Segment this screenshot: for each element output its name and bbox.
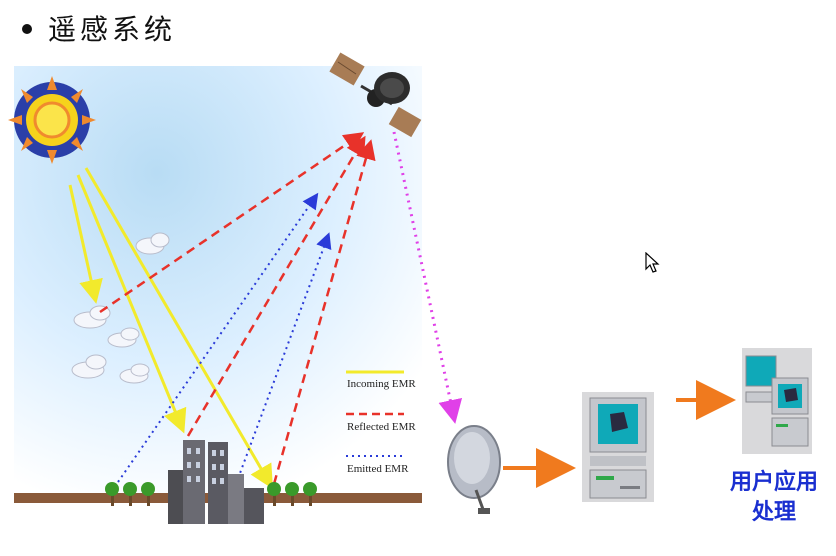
mouse-pointer-icon [645,252,660,273]
user-label-line1: 用户应用 [729,470,818,495]
slide-title-text: 遥感系统 [48,13,177,46]
slide-title: 遥感系统 [22,8,176,48]
computer-icon [582,392,654,502]
user-application-label: 用户应用 处理 [712,468,836,528]
emitted-ray [117,192,319,483]
incoming-ray [76,174,187,434]
sun-icon [8,76,96,164]
tree [141,482,155,506]
emitted-emr-rays [117,192,332,485]
reflected-emr-rays [99,132,376,485]
emitted-ray [235,232,332,485]
computer-icon-stack [742,348,812,454]
tree [105,482,119,506]
cloud [107,327,140,348]
reflected-ray [99,132,365,314]
tree [303,482,317,506]
legend-reflected: Reflected EMR [347,421,416,433]
trees-left [105,482,155,506]
cloud [71,354,107,379]
tree [267,482,281,506]
trees-right [267,482,317,506]
cloud [135,232,170,255]
legend: Incoming EMR Reflected EMR Emitted EMR [346,370,416,475]
bullet-icon [22,23,32,34]
satellite-icon [329,52,422,138]
incoming-emr-rays [68,167,274,490]
reflected-ray [186,135,366,437]
legend-incoming: Incoming EMR [347,378,416,390]
incoming-ray [84,167,274,490]
cloud [119,363,150,384]
tree [123,482,137,506]
city-buildings-icon [168,440,264,524]
incoming-ray [68,184,103,304]
tree [285,482,299,506]
satellite-dish-icon [447,425,501,514]
legend-emitted: Emitted EMR [347,463,409,475]
user-label-line2: 处理 [751,500,796,525]
